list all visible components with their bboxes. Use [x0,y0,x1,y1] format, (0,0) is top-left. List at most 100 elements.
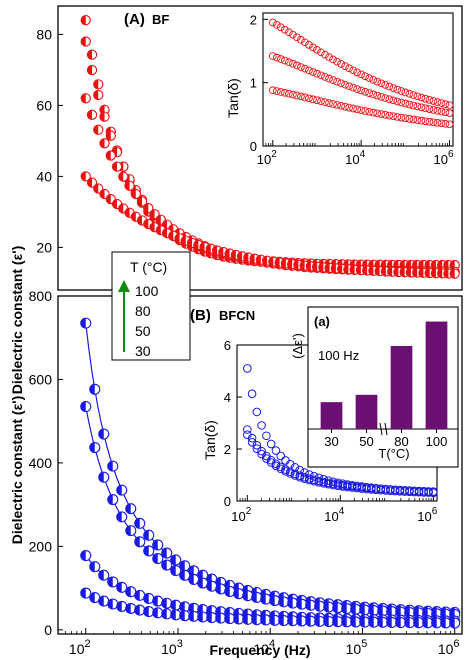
data-point-fill [368,617,374,628]
data-point [309,43,317,52]
y-tick-label: 1 [250,76,257,91]
data-point-fill [149,209,155,219]
data-point [437,99,446,107]
data-point [301,64,309,73]
data-point-fill [406,267,411,278]
data-point-fill [215,583,221,594]
y-tick-label: 80 [36,26,52,42]
data-point [409,115,418,124]
data-point-fill [368,266,374,276]
data-point-fill [118,172,124,182]
data-point-fill [89,442,95,453]
data-point-fill [156,215,161,225]
panel-a-inset-frame [262,12,454,147]
data-point-fill [332,602,338,613]
data-point [338,482,348,491]
data-point [373,91,382,100]
data-point [300,468,309,477]
data-point [289,30,297,39]
data-point-fill [179,570,185,581]
data-point [285,58,293,67]
data-point-fill [260,594,266,605]
data-point-fill [107,494,113,505]
y-tick-label: 800 [29,288,53,304]
data-point [417,103,426,112]
data-point [305,66,313,75]
data-point [252,407,262,417]
data-point [429,488,438,498]
data-point-fill [112,199,118,209]
data-point [389,112,398,121]
data-point-fill [125,603,131,614]
data-point [252,444,262,453]
data-point [353,85,361,93]
data-point-fill [106,150,111,161]
data-point [257,449,266,459]
data-point-fill [188,574,194,585]
y-tick-label: 2 [250,12,257,27]
data-point [272,87,281,95]
data-point-fill [116,511,122,522]
data-point-fill [93,90,99,100]
data-point-fill [134,590,140,601]
data-point [276,23,285,32]
x-tick-exponent: 2 [271,149,277,160]
data-point [361,87,370,96]
data-point [247,389,257,399]
data-point [433,98,442,106]
data-point [313,45,321,54]
data-point [266,439,276,449]
data-point-fill [149,222,155,232]
data-point-fill [305,616,311,627]
data-point-fill [422,617,428,628]
data-point-fill [87,65,93,75]
y-tick-label: 2 [224,442,231,457]
data-point [437,107,446,116]
data-point-fill [99,189,105,199]
data-point [333,101,341,109]
data-point [317,71,325,80]
bar [320,402,343,429]
data-point-fill [143,219,149,229]
data-point [289,59,297,68]
data-point-fill [134,518,140,529]
data-point-fill [323,602,329,613]
x-tick-exponent: 2 [246,506,252,517]
data-point [337,101,345,110]
y-tick-label: 600 [29,371,53,387]
panel-a-sample-name: BF [152,12,169,27]
data-point-fill [161,548,167,559]
data-point-fill [131,212,136,222]
data-point-fill [170,600,176,611]
data-point-fill [181,236,186,246]
data-point [329,100,337,108]
data-point [421,117,430,126]
data-point-fill [314,616,320,627]
data-point-fill [80,318,86,329]
data-point [280,56,289,65]
data-point-fill [187,238,193,248]
data-point-fill [161,560,167,571]
data-point [349,66,357,75]
data-point [371,485,381,495]
data-point [397,113,406,122]
data-point [243,364,252,373]
data-point [385,95,394,104]
data-point [362,484,371,494]
data-point [409,91,418,99]
legend-title: T (°C) [130,259,167,275]
x-tick-label: 105 [346,638,368,657]
data-point [395,487,405,496]
data-point-fill [99,138,105,148]
bar-category-label: 50 [359,434,373,449]
data-point-fill [243,252,249,263]
data-point [309,476,319,486]
data-point [425,96,434,104]
data-point-fill [152,553,158,564]
data-point-fill [387,267,393,277]
y-tick-label: 400 [29,455,53,471]
data-point [247,438,257,447]
y-tick-label: 6 [224,338,231,353]
data-point-fill [116,485,122,496]
